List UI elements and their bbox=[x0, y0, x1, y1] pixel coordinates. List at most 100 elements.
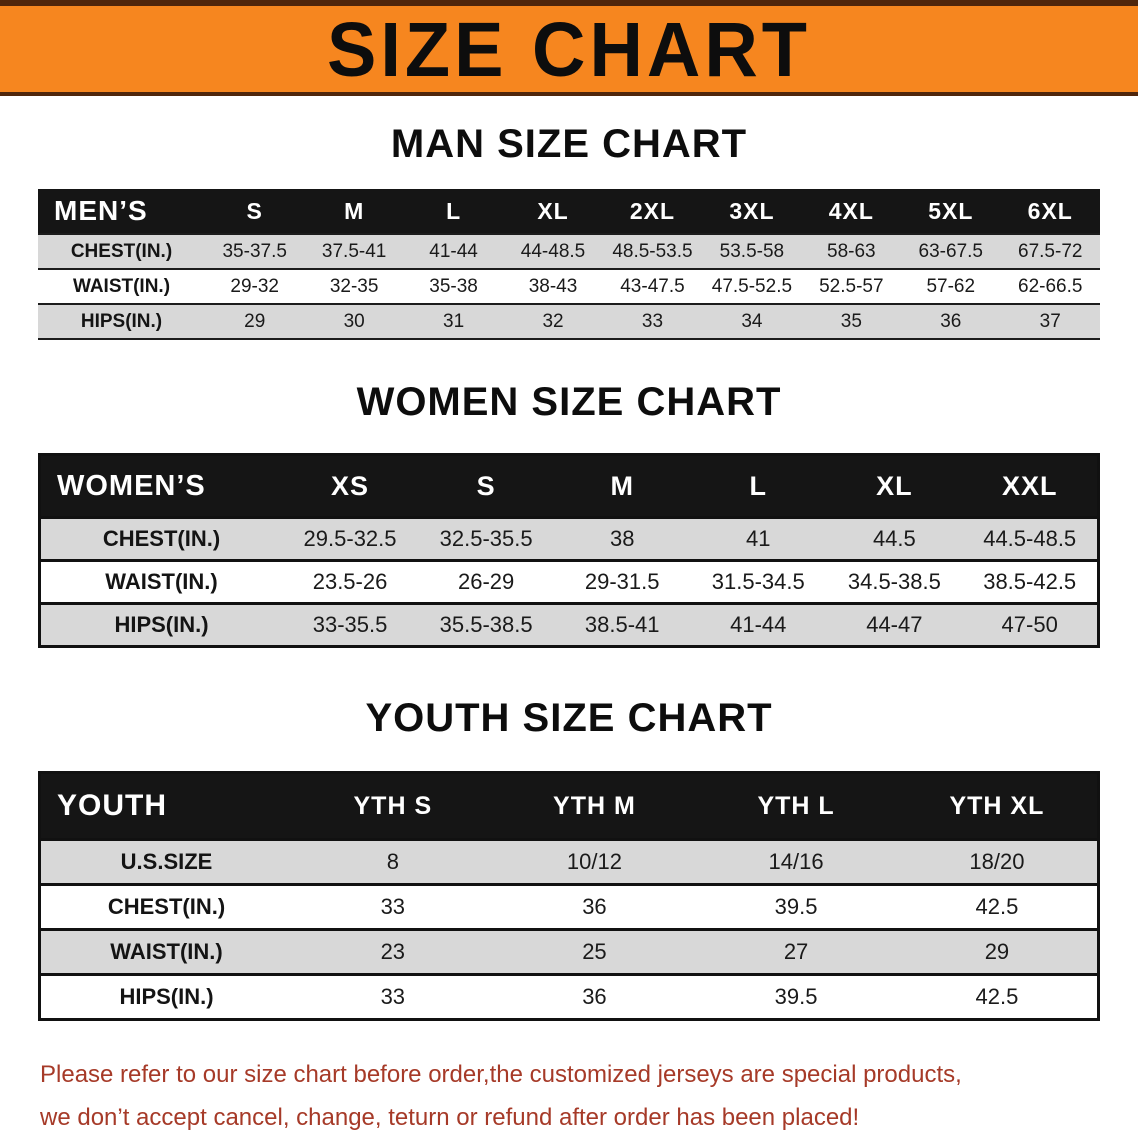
table-header-row: YOUTH YTH S YTH M YTH L YTH XL bbox=[39, 772, 1099, 840]
size-header-cell: YTH XL bbox=[896, 772, 1099, 840]
size-value-cell: 39.5 bbox=[774, 894, 818, 919]
table-row: WAIST(IN.) 23.5-26 26-29 29-31.5 31.5-34.5 34… bbox=[39, 560, 1099, 604]
size-value-cell: 67.5-72 bbox=[1000, 234, 1100, 269]
youth-size-table: YOUTH YTH S YTH M YTH L YTH XL U.S.SIZE 8 10/12… bbox=[38, 771, 1100, 1021]
size-value-cell: 27 bbox=[695, 929, 897, 975]
size-value-cell: 63-67.5 bbox=[901, 234, 1001, 269]
size-header-cell: L bbox=[690, 454, 827, 518]
footer-note: Please refer to our size chart before or… bbox=[40, 1053, 1138, 1139]
women-section-heading: WOMEN SIZE CHART bbox=[356, 380, 782, 424]
size-chart-content: MAN SIZE CHART MEN’S S M L XL 2XL 3XL 4XL 5XL 6XL… bbox=[0, 122, 1138, 1139]
size-value-cell: 36 bbox=[901, 304, 1001, 339]
size-value-cell: 10/12 bbox=[493, 839, 696, 885]
size-value-cell: 35 bbox=[801, 304, 902, 339]
size-header-cell: S bbox=[418, 454, 555, 518]
size-value-cell: 41 bbox=[690, 517, 827, 561]
size-header-cell: M bbox=[554, 454, 691, 518]
size-header-cell: XS bbox=[282, 454, 419, 518]
size-value-cell: 44-47 bbox=[826, 603, 963, 647]
size-value-cell: 42.5 bbox=[975, 984, 1019, 1009]
size-header-cell: XL bbox=[503, 189, 603, 234]
size-value-cell: 39.5 bbox=[774, 984, 818, 1009]
size-header-cell: XXL bbox=[962, 454, 1099, 518]
table-row: CHEST(IN.) 35-37.5 37.5-41 41-44 44-48.5 48.5… bbox=[38, 234, 1100, 269]
size-value-cell: 57-62 bbox=[926, 275, 976, 297]
size-value-cell: 8 bbox=[292, 839, 494, 885]
women-size-table: WOMEN’S XS S M L XL XXL CHEST(IN.) 29.5-32.5 32.5… bbox=[38, 453, 1100, 648]
size-value-cell: 29.5-32.5 bbox=[282, 517, 419, 561]
size-value-cell: 48.5-53.5 bbox=[602, 234, 703, 269]
table-row: HIPS(IN.) 33 36 39.5 42.5 bbox=[39, 974, 1099, 1020]
size-value-cell: 36 bbox=[582, 894, 607, 919]
size-value-cell: 33 bbox=[380, 894, 406, 919]
size-value-cell: 33 bbox=[602, 304, 703, 339]
row-label: WAIST(IN.) bbox=[39, 929, 292, 975]
size-header-cell: YTH S bbox=[292, 772, 494, 840]
size-header-cell: 5XL bbox=[901, 189, 1001, 234]
size-value-cell: 38-43 bbox=[528, 275, 578, 297]
size-value-cell: 58-63 bbox=[801, 234, 902, 269]
size-value-cell: 38.5-41 bbox=[554, 603, 691, 647]
size-value-cell: 32.5-35.5 bbox=[418, 517, 555, 561]
size-value-cell: 35-37.5 bbox=[205, 234, 305, 269]
row-label: CHEST(IN.) bbox=[39, 517, 282, 561]
size-value-cell: 41-44 bbox=[690, 603, 827, 647]
size-value-cell: 32 bbox=[503, 304, 603, 339]
size-value-cell: 41-44 bbox=[403, 234, 504, 269]
youth-section-heading: YOUTH SIZE CHART bbox=[365, 696, 773, 740]
size-header-cell: 2XL bbox=[602, 189, 703, 234]
row-label: CHEST(IN.) bbox=[107, 894, 226, 919]
size-value-cell: 33-35.5 bbox=[282, 603, 419, 647]
size-value-cell: 37 bbox=[1000, 304, 1100, 339]
size-value-cell: 47.5-52.5 bbox=[711, 275, 793, 297]
table-title-cell: WOMEN’S bbox=[39, 454, 282, 518]
row-label: HIPS(IN.) bbox=[39, 603, 282, 647]
table-row: HIPS(IN.) 29 30 31 32 33 34 35 36 37 bbox=[38, 304, 1100, 339]
size-header-cell: 4XL bbox=[801, 189, 902, 234]
size-value-cell: 35-38 bbox=[429, 275, 478, 297]
size-value-cell: 38.5-42.5 bbox=[983, 569, 1077, 594]
table-row: U.S.SIZE 8 10/12 14/16 18/20 bbox=[39, 839, 1099, 885]
size-value-cell: 30 bbox=[304, 304, 404, 339]
size-value-cell: 44-48.5 bbox=[503, 234, 603, 269]
size-value-cell: 29-32 bbox=[230, 275, 280, 297]
table-row: WAIST(IN.) 23 25 27 29 bbox=[39, 929, 1099, 975]
footer-note-line1: Please refer to our size chart before or… bbox=[40, 1061, 962, 1088]
row-label: HIPS(IN.) bbox=[38, 304, 205, 339]
row-label: HIPS(IN.) bbox=[119, 984, 214, 1009]
row-label: U.S.SIZE bbox=[39, 839, 292, 885]
size-value-cell: 31 bbox=[403, 304, 504, 339]
size-value-cell: 29 bbox=[205, 304, 305, 339]
size-value-cell: 32-35 bbox=[329, 275, 379, 297]
men-size-table: MEN’S S M L XL 2XL 3XL 4XL 5XL 6XL CHEST(IN.) 35-37… bbox=[38, 189, 1100, 340]
size-header-cell: 6XL bbox=[1000, 189, 1100, 234]
size-value-cell: 29-31.5 bbox=[584, 569, 660, 594]
size-value-cell: 35.5-38.5 bbox=[418, 603, 555, 647]
size-header-cell: XL bbox=[826, 454, 963, 518]
row-label: WAIST(IN.) bbox=[105, 569, 218, 594]
size-value-cell: 62-66.5 bbox=[1018, 275, 1083, 297]
table-row: CHEST(IN.) 29.5-32.5 32.5-35.5 38 41 44.5 44.5… bbox=[39, 517, 1099, 561]
size-value-cell: 44.5-48.5 bbox=[962, 517, 1099, 561]
size-header-cell: S bbox=[205, 189, 305, 234]
footer-note-line2: we don’t accept cancel, change, teturn o… bbox=[40, 1104, 860, 1131]
table-title-cell: YOUTH bbox=[39, 772, 292, 840]
size-value-cell: 33 bbox=[380, 984, 406, 1009]
size-value-cell: 31.5-34.5 bbox=[711, 569, 805, 594]
size-value-cell: 29 bbox=[896, 929, 1099, 975]
size-value-cell: 44.5 bbox=[826, 517, 963, 561]
banner: SIZE CHART bbox=[0, 0, 1138, 96]
man-section-heading: MAN SIZE CHART bbox=[390, 122, 748, 166]
table-row: HIPS(IN.) 33-35.5 35.5-38.5 38.5-41 41-44 44-… bbox=[39, 603, 1099, 647]
table-header-row: MEN’S S M L XL 2XL 3XL 4XL 5XL 6XL bbox=[38, 189, 1100, 234]
size-value-cell: 18/20 bbox=[896, 839, 1099, 885]
size-value-cell: 23.5-26 bbox=[312, 569, 388, 594]
size-header-cell: YTH M bbox=[493, 772, 696, 840]
size-header-cell: YTH L bbox=[695, 772, 897, 840]
size-value-cell: 14/16 bbox=[695, 839, 897, 885]
banner-title: SIZE CHART bbox=[327, 5, 811, 93]
size-value-cell: 37.5-41 bbox=[304, 234, 404, 269]
table-row: CHEST(IN.) 33 36 39.5 42.5 bbox=[39, 884, 1099, 930]
size-value-cell: 36 bbox=[582, 984, 607, 1009]
size-value-cell: 26-29 bbox=[457, 569, 515, 594]
